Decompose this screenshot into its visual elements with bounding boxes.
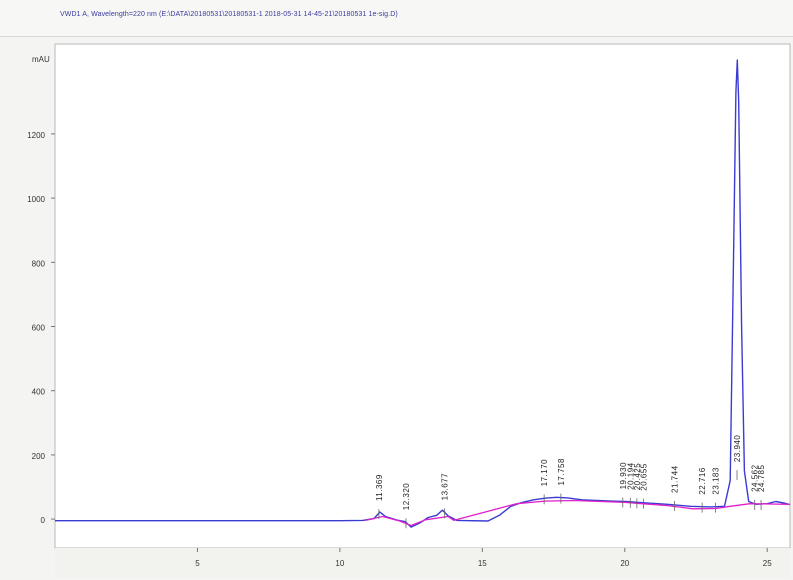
y-tick-label: 0 — [41, 516, 46, 525]
y-tick-label: 600 — [32, 323, 46, 332]
peak-label: 23.940 — [733, 435, 742, 463]
y-tick-label: 200 — [32, 452, 46, 461]
baseline-line — [365, 499, 791, 527]
peak-label: 20.655 — [639, 463, 648, 491]
peak-label: 17.758 — [557, 458, 566, 486]
y-axis-label: mAU — [32, 55, 50, 64]
x-axis-band — [55, 548, 790, 578]
peak-label: 11.369 — [375, 474, 384, 501]
peak-label: 24.562 — [751, 464, 760, 492]
peak-label: 12.320 — [402, 483, 411, 511]
chart-title: VWD1 A, Wavelength=220 nm (E:\DATA\20180… — [60, 11, 398, 18]
y-tick-label: 800 — [32, 259, 46, 268]
peak-label: 23.183 — [711, 467, 720, 495]
x-tick-label: 25 — [763, 559, 772, 568]
y-tick-label: 1200 — [27, 131, 45, 140]
peak-label: 22.716 — [698, 467, 707, 495]
y-tick-label: 400 — [32, 388, 46, 397]
chart-header: VWD1 A, Wavelength=220 nm (E:\DATA\20180… — [0, 0, 793, 37]
peak-label: 24.785 — [757, 465, 766, 493]
y-tick-label: 1000 — [27, 195, 45, 204]
peak-label: 20.425 — [633, 463, 642, 491]
x-tick-label: 5 — [195, 559, 200, 568]
peak-label: 13.677 — [441, 473, 450, 501]
chromatogram-plot: mAU 0 200 400 600 800 1000 1200 5 10 15 20 25 11.369 1… — [27, 43, 791, 578]
x-tick-label: 15 — [478, 559, 487, 568]
peak-label: 20.194 — [626, 462, 635, 490]
x-tick-label: 10 — [335, 559, 344, 568]
peak-label: 17.170 — [540, 459, 549, 487]
plot-area — [54, 43, 791, 549]
peak-label: 19.930 — [619, 462, 628, 490]
x-tick-label: 20 — [620, 559, 629, 568]
peak-label: 21.744 — [670, 465, 679, 493]
